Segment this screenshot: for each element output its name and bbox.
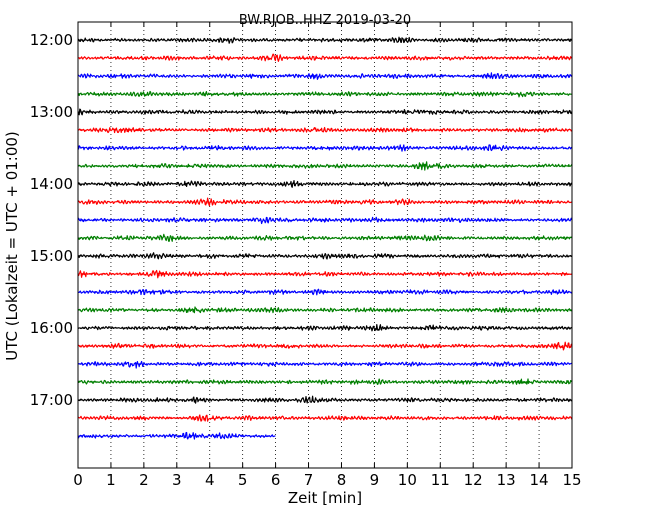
trace-1515 (77, 269, 573, 279)
trace-1415 (77, 197, 572, 207)
trace-1215 (77, 53, 572, 62)
y-axis-label: UTC (Lokalzeit = UTC + 01:00) (3, 131, 21, 361)
trace-1200 (77, 36, 573, 44)
trace-1630 (77, 360, 573, 369)
trace-1645 (77, 378, 573, 385)
x-tick-label: 8 (337, 471, 347, 489)
x-tick-label: 13 (497, 471, 516, 489)
x-axis-label: Zeit [min] (288, 489, 362, 507)
chart-title: BW.RJOB..HHZ 2019-03-20 (239, 13, 411, 28)
trace-1345 (77, 161, 573, 171)
x-tick-label: 4 (205, 471, 215, 489)
trace-1600 (77, 323, 573, 332)
y-tick-label: 12:00 (30, 31, 73, 49)
x-tick-label: 3 (172, 471, 182, 489)
trace-1700 (77, 395, 573, 404)
y-tick-label: 15:00 (30, 247, 73, 265)
trace-1445 (77, 233, 573, 242)
y-tick-label: 13:00 (30, 103, 73, 121)
trace-1615 (77, 341, 573, 351)
trace-1245 (77, 90, 572, 98)
x-tick-label: 0 (73, 471, 83, 489)
trace-1730 (77, 431, 276, 440)
trace-1715 (77, 414, 573, 422)
trace-1400 (77, 179, 573, 188)
y-tick-label: 17:00 (30, 391, 73, 409)
trace-1500 (77, 252, 573, 260)
trace-1315 (77, 126, 573, 134)
y-tick-label: 14:00 (30, 175, 73, 193)
x-tick-label: 2 (139, 471, 149, 489)
x-tick-label: 11 (431, 471, 450, 489)
trace-group (77, 36, 573, 440)
trace-1230 (77, 72, 573, 80)
trace-1530 (77, 288, 573, 296)
y-tick-label: 16:00 (30, 319, 73, 337)
x-axis: 0 1 2 3 4 5 6 7 8 9 10 11 12 13 14 15 (73, 22, 582, 489)
x-tick-label: 7 (304, 471, 314, 489)
x-tick-label: 10 (398, 471, 417, 489)
x-tick-label: 15 (562, 471, 581, 489)
x-tick-label: 5 (238, 471, 248, 489)
y-axis: 12:00 13:00 14:00 15:00 16:00 17:00 (30, 31, 572, 409)
trace-1300 (77, 108, 573, 116)
trace-1545 (77, 306, 573, 314)
plot-frame (77, 21, 573, 469)
x-tick-label: 9 (370, 471, 380, 489)
trace-1430 (77, 216, 573, 225)
trace-1330 (77, 144, 573, 152)
x-tick-label: 1 (106, 471, 116, 489)
x-tick-label: 6 (271, 471, 281, 489)
x-tick-label: 14 (530, 471, 549, 489)
x-tick-label: 12 (464, 471, 483, 489)
